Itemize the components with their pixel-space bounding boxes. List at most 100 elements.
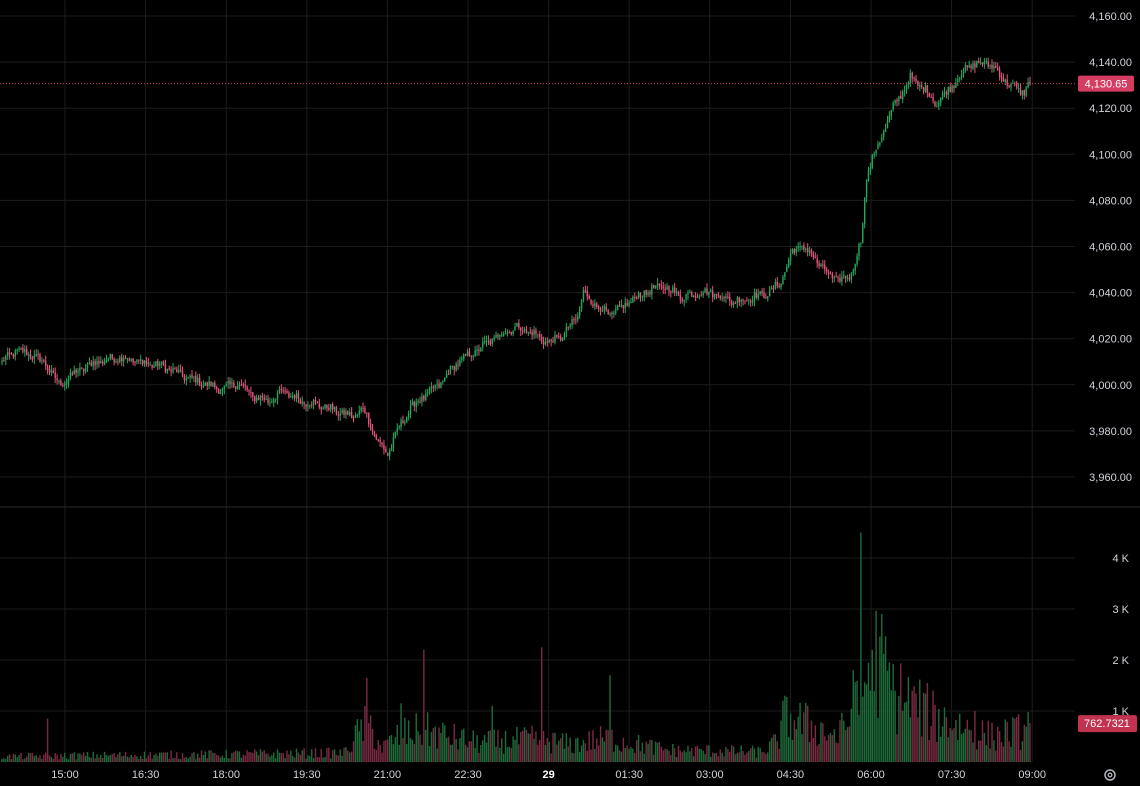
candle-body [187, 377, 189, 379]
candle-body [829, 273, 832, 275]
candle-body [687, 293, 689, 295]
volume-bar [440, 732, 442, 762]
candle-body [423, 395, 425, 400]
candle-body [808, 250, 811, 253]
volume-bar [677, 745, 680, 762]
candle-body [588, 296, 590, 300]
volume-bar [774, 734, 777, 762]
volume-bar [244, 755, 246, 762]
volume-bar [660, 746, 663, 762]
candle-body [1025, 87, 1027, 96]
candle-body [451, 365, 454, 367]
candle-body [216, 387, 218, 390]
candle-body [185, 378, 188, 381]
volume-bar [993, 740, 995, 762]
candle-body [375, 434, 378, 440]
candle-body [115, 361, 117, 363]
candle-body [286, 391, 288, 394]
candle-body [514, 326, 516, 331]
candle-body [620, 304, 623, 306]
candle-body [449, 366, 452, 375]
candle-body [22, 348, 24, 352]
volume-bar [428, 745, 431, 762]
candle-body [244, 384, 246, 387]
candle-body [501, 334, 503, 336]
candle-body [854, 264, 856, 271]
volume-bar [337, 755, 340, 762]
candle-body [901, 91, 904, 100]
volume-bar [326, 747, 328, 762]
volume-bar [808, 742, 811, 762]
time-tick-label: 04:30 [777, 769, 805, 781]
candle-body [229, 380, 231, 384]
volume-bar [634, 752, 636, 762]
candle-body [1029, 81, 1031, 84]
volume-bar [848, 726, 851, 762]
candle-body [936, 106, 938, 108]
volume-bar [273, 752, 275, 762]
candle-body [949, 87, 951, 93]
volume-bar [181, 752, 184, 762]
volume-axis[interactable]: 4 K 3 K 2 K 1 K [1112, 553, 1129, 718]
candle-body [227, 381, 229, 384]
candle-body [20, 348, 22, 350]
candle-body [586, 290, 588, 297]
volume-bar [436, 748, 438, 762]
candle-body [708, 292, 710, 295]
candle-body [810, 249, 813, 255]
candle-body [322, 408, 324, 410]
volume-bar [957, 739, 959, 762]
candle-body [1015, 83, 1018, 88]
volume-bar [827, 734, 830, 762]
volume-bar [52, 758, 55, 762]
gear-icon[interactable] [1104, 769, 1116, 781]
candle-body [831, 274, 834, 279]
candle-body [63, 383, 66, 386]
candle-body [763, 292, 765, 299]
candle-body [668, 286, 670, 292]
candle-body [447, 373, 450, 375]
volume-bar [322, 757, 324, 762]
candle-body [516, 323, 518, 327]
volume-bar [981, 720, 984, 762]
price-tick-label: 4,040.00 [1089, 288, 1132, 300]
candle-body [812, 254, 815, 258]
candle-body [100, 361, 102, 364]
candle-body [84, 368, 87, 372]
volume-bar [383, 740, 385, 762]
volume-bar [1015, 717, 1018, 762]
candle-body [111, 354, 113, 359]
volume-bar [970, 730, 972, 762]
volume-bar [556, 744, 558, 762]
candle-body [254, 396, 256, 402]
candle-body [430, 386, 433, 389]
volume-bar [708, 745, 710, 762]
candle-body [5, 356, 7, 361]
volume-bar [521, 730, 524, 762]
volume-bar [136, 756, 138, 762]
volume-bar [719, 749, 721, 762]
volume-bar [299, 754, 302, 762]
volume-bar [252, 752, 254, 762]
volume-bar [767, 752, 769, 762]
candle-body [103, 360, 106, 365]
candle-body [404, 422, 406, 424]
volume-bar [250, 752, 252, 762]
volume-bar [493, 729, 495, 762]
time-tick-label: 19:30 [293, 769, 321, 781]
candle-body [643, 290, 645, 298]
candle-body [362, 407, 364, 409]
candle-body [347, 411, 349, 415]
price-axis[interactable]: 4,160.00 4,140.00 4,120.00 4,100.00 4,080.00… [1089, 11, 1132, 484]
candle-body [945, 92, 948, 95]
volume-bar [98, 757, 100, 762]
candle-body [565, 327, 568, 333]
candle-body [957, 78, 959, 82]
time-axis[interactable]: 15:00 16:30 18:00 19:30 21:00 22:30 29 01:30 03:… [51, 769, 1046, 781]
candle-body [1002, 77, 1005, 82]
time-tick-label: 22:30 [454, 769, 482, 781]
candle-body [200, 385, 203, 387]
volume-bar [763, 752, 765, 762]
volume-bar [94, 758, 96, 762]
